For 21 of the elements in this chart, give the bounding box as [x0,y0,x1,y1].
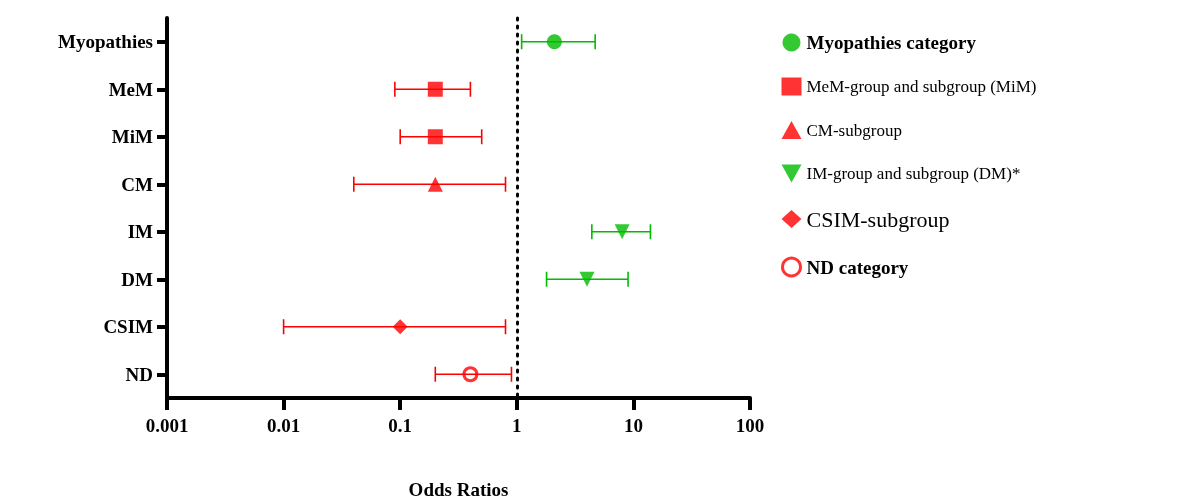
y-tick-label: Myopathies [58,31,153,53]
legend-label: CM-subgroup [806,120,902,140]
legend-label: CSIM-subgroup [806,206,950,232]
x-tick-label: 0.01 [266,415,301,436]
x-tick-label: 10 [623,415,643,436]
legend-label: MeM-group and subgroup (MiM) [806,77,1037,96]
x-axis-title: Odds Ratios [408,479,509,500]
y-tick-label: CM [121,173,154,195]
legend-label: Myopathies category [806,32,977,53]
y-tick-label: DM [121,268,154,290]
y-tick-label: MeM [108,78,154,100]
x-tick-label: 100 [735,415,765,436]
x-tick-label: 0.1 [388,415,413,436]
legend-label: IM-group and subgroup (DM)* [806,164,1021,183]
x-tick-label: 0.001 [145,415,189,436]
y-tick-label: ND [125,363,153,385]
x-tick-label: 1 [512,415,522,436]
y-tick-label: IM [127,221,154,243]
y-tick-label: MiM [111,126,154,148]
legend-label: ND category [806,256,909,278]
y-tick-label: CSIM [103,316,154,338]
